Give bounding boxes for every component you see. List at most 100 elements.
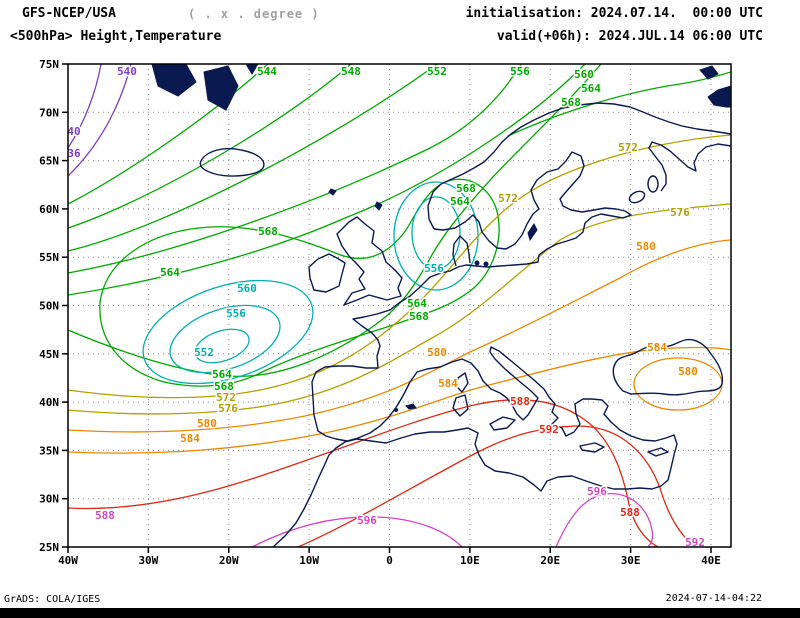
contour-label-580: 580 — [197, 417, 217, 430]
contour-label-564: 564 — [160, 266, 180, 279]
grads-credit: GrADS: COLA/IGES — [4, 594, 101, 605]
resolution-note: ( . x . degree ) — [188, 7, 320, 21]
coastline-iceland — [199, 147, 265, 177]
contour-label-580: 580 — [678, 365, 698, 378]
contour-552-low-atlantic — [194, 328, 250, 364]
contour-label-568: 568 — [214, 380, 234, 393]
lat-label: 50N — [39, 300, 59, 313]
bottom-bar — [0, 608, 800, 618]
contour-label-548: 548 — [341, 65, 361, 78]
coastline-britain — [336, 216, 403, 306]
coastline-layer — [151, 64, 731, 547]
contour-label-40: 40 — [67, 125, 80, 138]
contour-548-line — [68, 64, 352, 229]
greenland-coast-2 — [203, 65, 239, 111]
lat-label: 60N — [39, 203, 59, 216]
creation-timestamp: 2024-07-14-04:22 — [665, 593, 762, 604]
contour-584-line — [68, 346, 731, 454]
contour-label-572: 572 — [216, 391, 236, 404]
contour-label-568: 568 — [409, 310, 429, 323]
greenland-coast-3 — [245, 64, 259, 75]
contour-label-36: 36 — [67, 147, 81, 160]
lat-label: 35N — [39, 444, 59, 457]
contour-label-572: 572 — [618, 141, 638, 154]
lake-onega — [647, 175, 659, 193]
contour-label-588: 588 — [510, 395, 530, 408]
contour-label-564: 564 — [450, 195, 470, 208]
contour-label-560: 560 — [574, 68, 594, 81]
contour-label-568: 568 — [456, 182, 476, 195]
contour-label-592: 592 — [539, 423, 559, 436]
lon-label: 10W — [299, 554, 319, 567]
model-title: GFS-NCEP/USA — [22, 6, 116, 21]
contour-label-560: 560 — [237, 282, 257, 295]
contour-label-552: 552 — [427, 65, 447, 78]
island-corsica — [455, 372, 469, 393]
island-sardinia — [452, 394, 469, 417]
danish-island-2 — [483, 261, 489, 267]
contour-label-556: 556 — [510, 65, 530, 78]
contour-label-576: 576 — [218, 402, 238, 415]
contour-568-loop — [99, 178, 500, 387]
contour-560-low-atlantic — [142, 279, 314, 385]
contour-label-584: 584 — [438, 377, 458, 390]
contour-label-584: 584 — [180, 432, 200, 445]
contour-596-line-east — [555, 493, 654, 547]
contour-label-584: 584 — [647, 341, 667, 354]
contour-560-line — [68, 64, 586, 296]
valid-time: valid(+06h): 2024.JUL.14 06:00 UTC — [496, 29, 763, 44]
coastline-scandinavia-outer — [427, 102, 731, 230]
contour-label-568: 568 — [561, 96, 581, 109]
greenland-coast — [151, 64, 197, 97]
island-ibiza — [394, 408, 398, 412]
island-gotland — [527, 223, 538, 242]
lon-label: 20E — [540, 554, 560, 567]
island-mallorca — [405, 403, 417, 410]
lat-label: 25N — [39, 541, 59, 554]
grid-layer — [68, 64, 731, 547]
contour-label-564: 564 — [407, 297, 427, 310]
island-faroe — [328, 188, 337, 196]
kanin-peninsula — [707, 85, 731, 108]
contour-label-552: 552 — [194, 346, 214, 359]
contour-536-line — [68, 64, 102, 149]
contour-layer — [68, 64, 731, 547]
arctic-islet — [699, 65, 719, 80]
island-shetland — [374, 201, 383, 211]
contour-label-556: 556 — [226, 307, 246, 320]
level-variable-title: <500hPa> Height,Temperature — [10, 29, 222, 44]
contour-572-line — [68, 134, 731, 399]
contour-label-564: 564 — [212, 368, 232, 381]
lake-ladoga — [628, 190, 646, 204]
contour-540-line — [68, 64, 132, 177]
lon-label: 30W — [138, 554, 158, 567]
lon-label: 20W — [219, 554, 239, 567]
contour-label-576: 576 — [670, 206, 690, 219]
contour-label-580: 580 — [427, 346, 447, 359]
lat-label: 40N — [39, 396, 59, 409]
coastline-white-sea — [648, 141, 731, 192]
island-sicily — [489, 416, 516, 431]
coastline-europe-africa — [272, 266, 678, 547]
lon-label: 30E — [621, 554, 641, 567]
map-frame — [67, 63, 732, 548]
contour-544-line — [68, 64, 269, 205]
lon-label: 40E — [701, 554, 721, 567]
danish-island — [474, 260, 480, 266]
contour-576-line — [68, 203, 731, 415]
contour-label-596: 596 — [587, 485, 607, 498]
lat-label: 55N — [39, 251, 59, 264]
contour-label-572: 572 — [498, 192, 518, 205]
contour-label-588: 588 — [95, 509, 115, 522]
contour-556-low-norway — [411, 196, 461, 270]
contour-label-588: 588 — [620, 506, 640, 519]
contour-580-line — [68, 239, 731, 433]
contour-label-544: 544 — [257, 65, 277, 78]
lon-label: 0 — [386, 554, 393, 567]
coastline-jutland — [452, 235, 471, 267]
contour-label-568: 568 — [258, 225, 278, 238]
island-crete — [579, 442, 605, 453]
